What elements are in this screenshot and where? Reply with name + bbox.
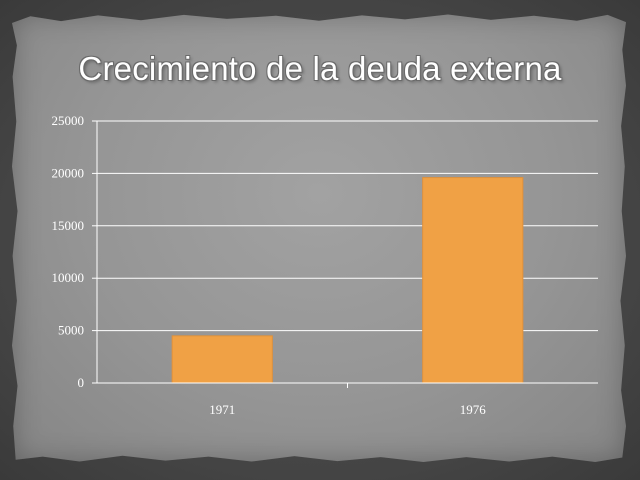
y-tick-label: 15000	[52, 218, 85, 233]
x-tick-labels: 1971 1976	[209, 383, 486, 417]
bar-1971	[171, 335, 273, 384]
y-tick-label: 10000	[52, 270, 85, 285]
y-tick-label: 25000	[52, 113, 85, 128]
bars	[171, 177, 524, 384]
y-tick-label: 0	[78, 375, 85, 390]
y-tick-labels: 0 5000 10000 15000 20000 25000	[52, 113, 85, 390]
paper-background	[12, 14, 626, 462]
x-tick-label: 1971	[209, 402, 235, 417]
chart-title: Crecimiento de la deuda externa	[78, 50, 562, 87]
bar-1976	[422, 177, 524, 384]
x-tick-label: 1976	[460, 402, 487, 417]
y-tick-label: 5000	[58, 323, 84, 338]
y-tick-label: 20000	[52, 165, 85, 180]
